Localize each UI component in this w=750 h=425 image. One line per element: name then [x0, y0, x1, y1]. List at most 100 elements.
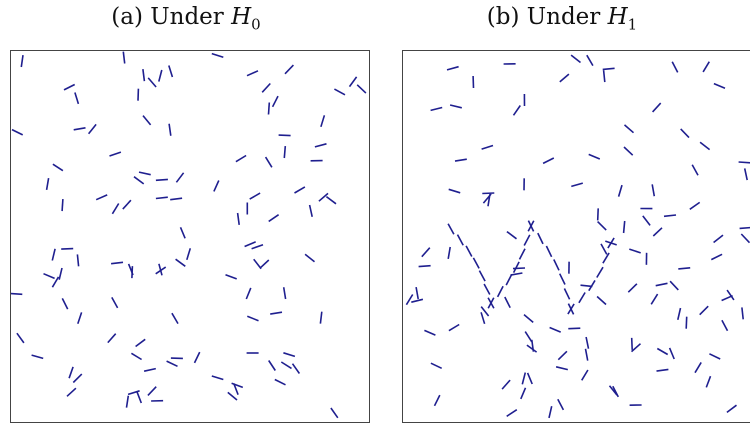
line-segment [168, 123, 172, 136]
line-segment [713, 82, 726, 89]
line-segment [227, 391, 238, 401]
line-segment [588, 153, 601, 160]
line-segment [523, 313, 534, 324]
w-pattern-segment [629, 248, 641, 254]
line-segment [155, 196, 168, 200]
line-segment [16, 332, 25, 344]
line-segment [570, 54, 581, 64]
line-segment [294, 186, 306, 194]
line-segment [652, 227, 663, 237]
caption-b-prefix: (b) Under [486, 4, 608, 30]
line-segment [138, 171, 151, 176]
line-segment [147, 386, 157, 396]
line-segment [168, 65, 174, 78]
caption-b-sub: 1 [627, 15, 638, 34]
line-segment [66, 387, 77, 397]
line-segment [622, 220, 626, 234]
line-segment [602, 70, 606, 83]
line-segment [581, 369, 589, 381]
line-segment [663, 214, 677, 218]
line-segment [506, 230, 517, 240]
line-segment [521, 372, 527, 385]
line-segment [68, 366, 74, 379]
line-segment [721, 294, 733, 302]
line-segment [557, 398, 565, 411]
line-segment [213, 180, 220, 192]
line-segment [617, 184, 623, 197]
line-segment [689, 201, 701, 210]
line-segment [669, 280, 679, 291]
line-segment [282, 287, 287, 300]
line-segment [348, 76, 358, 88]
line-segment [166, 360, 178, 368]
line-segment [652, 102, 662, 113]
line-segment [244, 241, 257, 248]
line-segment [107, 333, 117, 344]
line-segment [549, 326, 562, 333]
panel-a-segments-svg [11, 51, 367, 419]
line-segment [602, 67, 615, 71]
line-segment [251, 244, 264, 250]
line-segment [308, 204, 313, 217]
line-segment [557, 350, 568, 361]
line-segment [446, 65, 459, 71]
line-segment [721, 319, 729, 332]
w-pattern-segment [523, 234, 531, 246]
panel-b-segments-svg [405, 54, 750, 419]
line-segment [261, 82, 271, 93]
caption-panel-a: (a) Under H0 [6, 4, 366, 34]
line-segment [739, 226, 750, 230]
line-segment [454, 158, 467, 162]
line-segment [291, 363, 301, 374]
line-segment [741, 307, 744, 320]
line-segment [447, 246, 451, 260]
line-segment [504, 296, 511, 309]
w-pattern-segment [483, 283, 491, 295]
line-segment [127, 390, 140, 396]
line-segment [531, 339, 535, 352]
panel-a-random-segments [10, 50, 370, 423]
line-segment [304, 253, 315, 263]
line-segment [612, 385, 620, 398]
line-segment [143, 367, 156, 372]
line-segment [656, 368, 669, 372]
w-pattern-segment [472, 257, 480, 269]
caption-b-var: H [607, 4, 628, 30]
line-segment [668, 347, 675, 360]
line-segment [671, 61, 679, 73]
line-segment [710, 253, 723, 261]
line-segment [512, 105, 521, 116]
line-segment [630, 343, 642, 353]
line-segment [580, 284, 593, 288]
line-segment [726, 289, 735, 301]
line-segment [630, 337, 633, 350]
line-segment [51, 248, 56, 261]
line-segment [284, 64, 294, 75]
line-segment [175, 258, 186, 267]
w-pattern-segment [527, 220, 535, 232]
w-pattern-segment [537, 232, 544, 245]
line-segment [510, 272, 523, 276]
line-segment [655, 282, 668, 287]
line-segment [726, 404, 737, 414]
line-segment [555, 366, 568, 371]
line-segment [411, 298, 424, 303]
line-segment [430, 106, 443, 112]
line-segment [713, 234, 724, 244]
line-segment [280, 361, 292, 370]
w-pattern-segment [465, 245, 473, 257]
line-segment [600, 243, 608, 255]
line-segment [283, 352, 296, 358]
w-pattern-segment [456, 234, 464, 246]
line-segment [506, 409, 518, 417]
line-segment [51, 276, 60, 288]
line-segment [694, 361, 702, 374]
line-segment [740, 233, 750, 244]
line-segment [43, 272, 55, 280]
line-segment [31, 354, 44, 360]
line-segment [501, 379, 511, 390]
line-segment [136, 391, 143, 404]
line-segment [738, 161, 750, 164]
w-pattern-segment [505, 274, 513, 286]
line-segment [623, 146, 634, 156]
